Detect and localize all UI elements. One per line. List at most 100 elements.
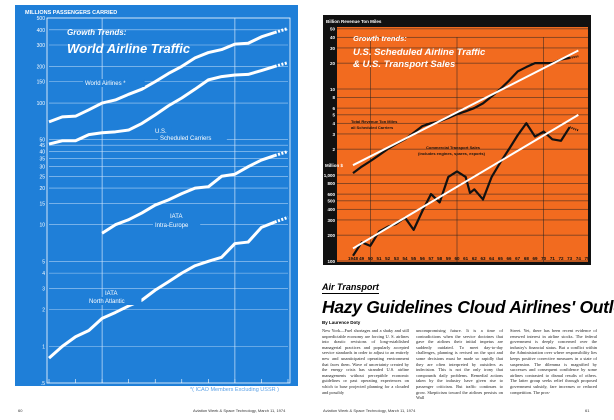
y-tick-label: 500: [37, 16, 46, 22]
x-tick-label: 68: [524, 256, 530, 261]
projection-line-0: [274, 27, 289, 34]
y-tick-label: 600: [327, 192, 335, 197]
x-tick-label: 66: [506, 256, 512, 261]
y-tick-label: 30: [330, 46, 336, 51]
y-tick-label: 45: [39, 143, 45, 149]
x-tick-label: 69: [532, 256, 538, 261]
y-axis-label: MILLIONS PASSENGERS CARRIED: [25, 10, 117, 16]
article-column-2: uncompromising future. It is a time of c…: [416, 328, 503, 401]
x-tick-label: 55: [411, 256, 417, 261]
y-tick-label: 2: [42, 308, 45, 314]
chart-background: [15, 5, 298, 386]
series-line-0: [352, 56, 570, 175]
article-column-1: New York—Fuel shortages and a shaky and …: [322, 328, 409, 395]
y-axis-label: Billion Revenue Ton Miles: [326, 19, 382, 24]
y-tick-label: 20: [39, 186, 45, 192]
y-tick-label: 50: [39, 138, 45, 144]
y-tick-label: 300: [37, 43, 46, 49]
y-tick-label: 400: [37, 28, 46, 34]
y-tick-label: 1: [42, 344, 45, 350]
y-tick-label: 5: [42, 259, 45, 265]
y-tick-label: .5: [41, 381, 45, 386]
series-label-sales-2: (includes engines, spares, exports): [418, 151, 486, 156]
y-tick-label: 4: [332, 121, 335, 126]
y-tick-label: 400: [327, 207, 335, 212]
section-label: Air Transport: [322, 282, 379, 294]
article-column-3: Street. Yet, there has been recent evide…: [510, 328, 597, 395]
projection-line-2: [569, 126, 579, 132]
chart-title: Growth Trends:: [67, 28, 127, 37]
chart-subtitle-line-2: & U.S. Transport Sales: [353, 59, 455, 70]
x-tick-label: 58: [437, 256, 443, 261]
footnote: *( ICAO Members Excluding USSR ): [190, 387, 279, 393]
y-tick-label: 10: [330, 87, 336, 92]
y-tick-label: 25: [39, 174, 45, 180]
x-tick-label: 60: [454, 256, 460, 261]
chart-title: Growth trends:: [353, 34, 407, 43]
y-tick-label: 35: [39, 157, 45, 163]
series-label-north-atlantic-2: North Atlantic: [89, 299, 125, 305]
x-tick-label: 59: [446, 256, 452, 261]
y-tick-label: 200: [327, 233, 335, 238]
x-tick-label: 75: [584, 256, 590, 261]
x-tick-label: 71: [550, 256, 556, 261]
label-backdrop: [153, 127, 172, 135]
x-tick-label: 50: [368, 256, 374, 261]
series-line-1: [352, 49, 579, 167]
y-axis-label-2: Million $: [325, 163, 343, 168]
projection-line-0: [569, 55, 579, 59]
y-tick-label: 40: [39, 149, 45, 155]
x-tick-label: 56: [420, 256, 426, 261]
y-tick-label: 20: [330, 61, 336, 66]
x-tick-label: 62: [472, 256, 478, 261]
y-tick-label: 500: [327, 199, 335, 204]
series-line-0: [48, 31, 276, 124]
x-tick-label: 53: [394, 256, 400, 261]
headline: Hazy Guidelines Cloud Airlines' Outlook: [322, 297, 614, 317]
y-tick-label: 100: [37, 101, 46, 107]
series-label-world: World Airlines *: [85, 81, 126, 87]
series-label-europe: IATA: [170, 214, 182, 220]
x-tick-label: 52: [385, 256, 391, 261]
byline: By Laurence Doty: [322, 320, 361, 325]
y-tick-label: 3: [332, 132, 335, 137]
series-label-ton-miles-2: all Scheduled Carriers: [351, 125, 394, 130]
x-tick-label: 65: [498, 256, 504, 261]
x-tick-label: 54: [402, 256, 408, 261]
x-tick-label: 70: [541, 256, 547, 261]
x-tick-label: 61: [463, 256, 469, 261]
y-tick-label: 6: [332, 106, 335, 111]
y-tick-label: 40: [330, 35, 336, 40]
us-airline-traffic-sales-svg: Billion Revenue Ton Miles Million $ 50 40 30…: [324, 19, 590, 264]
x-tick-label: 72: [558, 256, 564, 261]
y-tick-label: 8: [332, 95, 335, 100]
label-backdrop: [153, 221, 201, 229]
y-tick-label: 5: [332, 113, 335, 118]
y-tick-label: 15: [39, 201, 45, 207]
y-tick-label: 2: [332, 147, 335, 152]
page-number-left: 60: [18, 408, 23, 413]
y-tick-label: 150: [37, 80, 46, 86]
series-line-3: [352, 114, 579, 250]
series-label-sales: Commercial Transport Sales: [426, 145, 481, 150]
series-line-1: [48, 64, 276, 146]
label-backdrop: [168, 212, 187, 220]
projection-line-1: [274, 61, 289, 68]
chart-subtitle-line-1: U.S. Scheduled Airline Traffic: [353, 47, 486, 58]
series-line-3: [48, 220, 276, 360]
y-tick-label: 4: [42, 271, 45, 277]
x-tick-label: 67: [515, 256, 521, 261]
article: Air Transport Hazy Guidelines Cloud Airl…: [322, 277, 614, 401]
footer-right: Aviation Week & Space Technology, March …: [323, 408, 416, 413]
series-label-north-atlantic: IATA: [105, 291, 117, 297]
y-tick-label: 1,000: [324, 173, 336, 178]
series-label-europe-2: Intra-Europe: [155, 223, 189, 229]
y-tick-label: 10: [39, 223, 45, 229]
y-tick-label: 200: [37, 64, 46, 70]
series-line-2: [101, 154, 276, 235]
footer-left: Aviation Week & Space Technology, March …: [193, 408, 286, 413]
x-tick-label: 73: [567, 256, 573, 261]
label-backdrop: [158, 134, 227, 142]
x-tick-label: 57: [428, 256, 434, 261]
